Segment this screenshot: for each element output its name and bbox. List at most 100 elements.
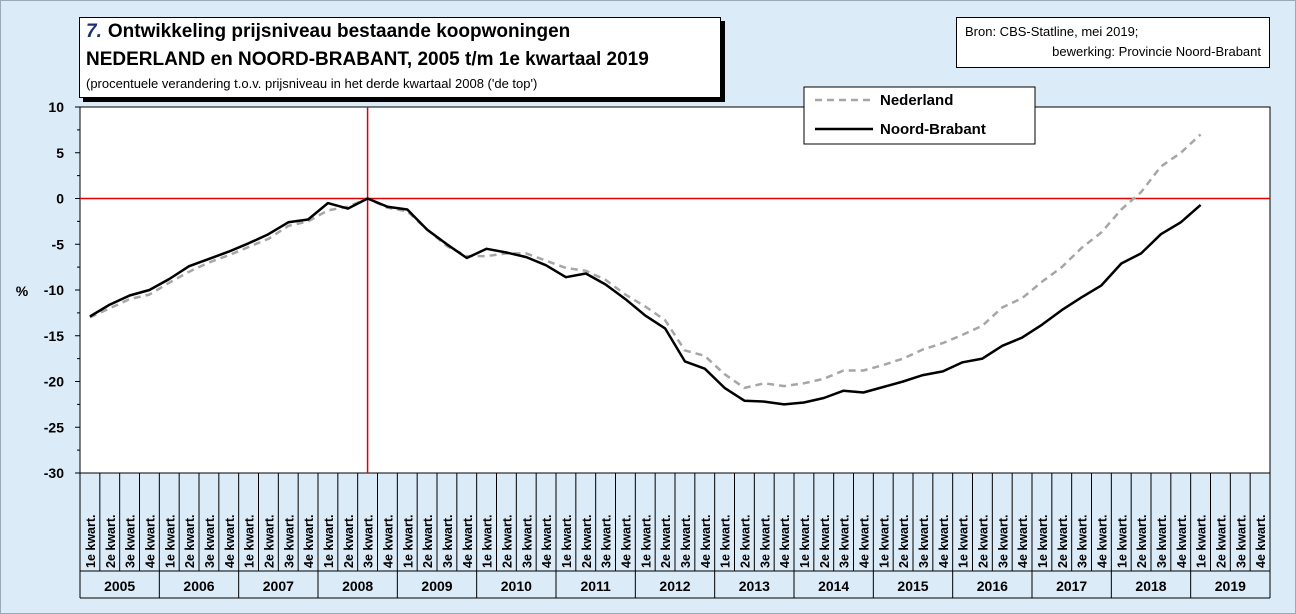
series-line-nederland [89,133,1202,390]
source-line2: bewerking: Provincie Noord-Brabant [1052,44,1261,59]
quarter-label: 4e kwart. [937,514,951,568]
quarter-label: 2e kwart. [421,514,435,568]
quarter-label: 3e kwart. [758,514,772,568]
chart-title-line2: NEDERLAND en NOORD-BRABANT, 2005 t/m 1e … [86,49,649,70]
source-box: Bron: CBS-Statline, mei 2019; bewerking:… [956,17,1270,68]
quarter-label: 1e kwart. [1036,514,1050,568]
quarter-label: 2e kwart. [1056,514,1070,568]
quarter-label: 1e kwart. [1115,514,1129,568]
quarter-label: 1e kwart. [84,514,98,568]
quarter-label: 2e kwart. [262,514,276,568]
y-tick-label: -25 [44,419,64,435]
quarter-label: 4e kwart. [778,514,792,568]
year-label: 2009 [421,578,452,594]
quarter-label: 2e kwart. [1135,514,1149,568]
quarter-label: 4e kwart. [461,514,475,568]
year-label: 2007 [263,578,294,594]
quarter-label: 1e kwart. [877,514,891,568]
quarter-label: 3e kwart. [441,514,455,568]
quarter-label: 4e kwart. [540,514,554,568]
quarter-label: 4e kwart. [143,514,157,568]
legend-label-noord-brabant: Noord-Brabant [880,121,986,138]
quarter-label: 2e kwart. [183,514,197,568]
quarter-label: 3e kwart. [917,514,931,568]
year-label: 2005 [104,578,135,594]
quarter-label: 2e kwart. [500,514,514,568]
y-tick-label: 5 [56,145,64,161]
year-label: 2008 [342,578,373,594]
plot-area [79,106,1271,474]
quarter-label: 4e kwart. [1175,514,1189,568]
quarter-label: 3e kwart. [1234,514,1248,568]
quarter-label: 2e kwart. [342,514,356,568]
series-line-noord-brabant [89,197,1202,406]
year-label: 2012 [659,578,690,594]
quarter-label: 1e kwart. [1195,514,1209,568]
chart-title-text: Ontwikkeling prijsniveau bestaande koopw… [107,21,571,42]
quarter-label: 1e kwart. [481,514,495,568]
quarter-label: 1e kwart. [639,514,653,568]
quarter-label: 3e kwart. [838,514,852,568]
legend: Nederland Noord-Brabant [803,86,1036,145]
quarter-label: 4e kwart. [1254,514,1268,568]
quarter-label: 3e kwart. [600,514,614,568]
source-line1: Bron: CBS-Statline, mei 2019; [965,24,1139,39]
year-label: 2016 [977,578,1008,594]
quarter-label: 1e kwart. [560,514,574,568]
quarter-label: 1e kwart. [243,514,257,568]
y-tick-label: -10 [44,282,64,298]
year-label: 2013 [739,578,770,594]
series-lines [89,133,1202,406]
quarter-label: 3e kwart. [996,514,1010,568]
quarter-label: 4e kwart. [223,514,237,568]
quarter-label: 3e kwart. [203,514,217,568]
quarter-label: 4e kwart. [699,514,713,568]
year-label: 2006 [183,578,214,594]
quarter-label: 2e kwart. [580,514,594,568]
quarter-label: 1e kwart. [719,514,733,568]
year-label: 2017 [1056,578,1087,594]
y-axis-label: % [16,283,29,299]
quarter-label: 4e kwart. [381,514,395,568]
quarter-label: 3e kwart. [362,514,376,568]
quarter-label: 2e kwart. [818,514,832,568]
quarter-label: 3e kwart. [520,514,534,568]
chart-number: 7. [86,21,102,42]
y-tick-label: -15 [44,328,64,344]
y-axis: 10 5 0 -5 -10 -15 -20 -25 -30 [44,99,80,481]
quarter-label: 1e kwart. [163,514,177,568]
quarter-label: 4e kwart. [1095,514,1109,568]
year-label: 2015 [897,578,928,594]
quarter-label: 2e kwart. [897,514,911,568]
quarter-label: 2e kwart. [659,514,673,568]
quarter-label: 3e kwart. [679,514,693,568]
quarter-label: 3e kwart. [124,514,138,568]
quarter-label: 1e kwart. [322,514,336,568]
legend-label-nederland: Nederland [880,92,953,109]
chart-title-line1: 7. Ontwikkeling prijsniveau bestaande koo… [86,21,570,43]
quarter-label: 4e kwart. [302,514,316,568]
quarter-label: 3e kwart. [1076,514,1090,568]
quarter-label: 3e kwart. [1155,514,1169,568]
y-tick-label: -5 [52,236,65,252]
legend-box [803,86,1036,145]
chart-title-box: 7. Ontwikkeling prijsniveau bestaande koo… [79,17,721,98]
year-label: 2014 [818,578,849,594]
y-tick-label: 10 [48,99,64,115]
y-tick-label: -30 [44,465,64,481]
y-tick-label: -20 [44,374,64,390]
quarter-label: 2e kwart. [104,514,118,568]
year-label: 2019 [1215,578,1246,594]
quarter-label: 1e kwart. [798,514,812,568]
quarter-label: 2e kwart. [738,514,752,568]
quarter-label: 3e kwart. [282,514,296,568]
quarter-label: 2e kwart. [976,514,990,568]
reference-lines [80,107,1270,473]
x-axis: 1e kwart. 2e kwart. 3e kwart. 4e kwart. 1e k… [79,473,1271,599]
chart-subtitle: (procentuele verandering t.o.v. prijsniv… [86,76,538,91]
y-tick-label: 0 [56,191,64,207]
year-label: 2010 [501,578,532,594]
quarter-label: 1e kwart. [957,514,971,568]
year-label: 2011 [580,578,611,594]
